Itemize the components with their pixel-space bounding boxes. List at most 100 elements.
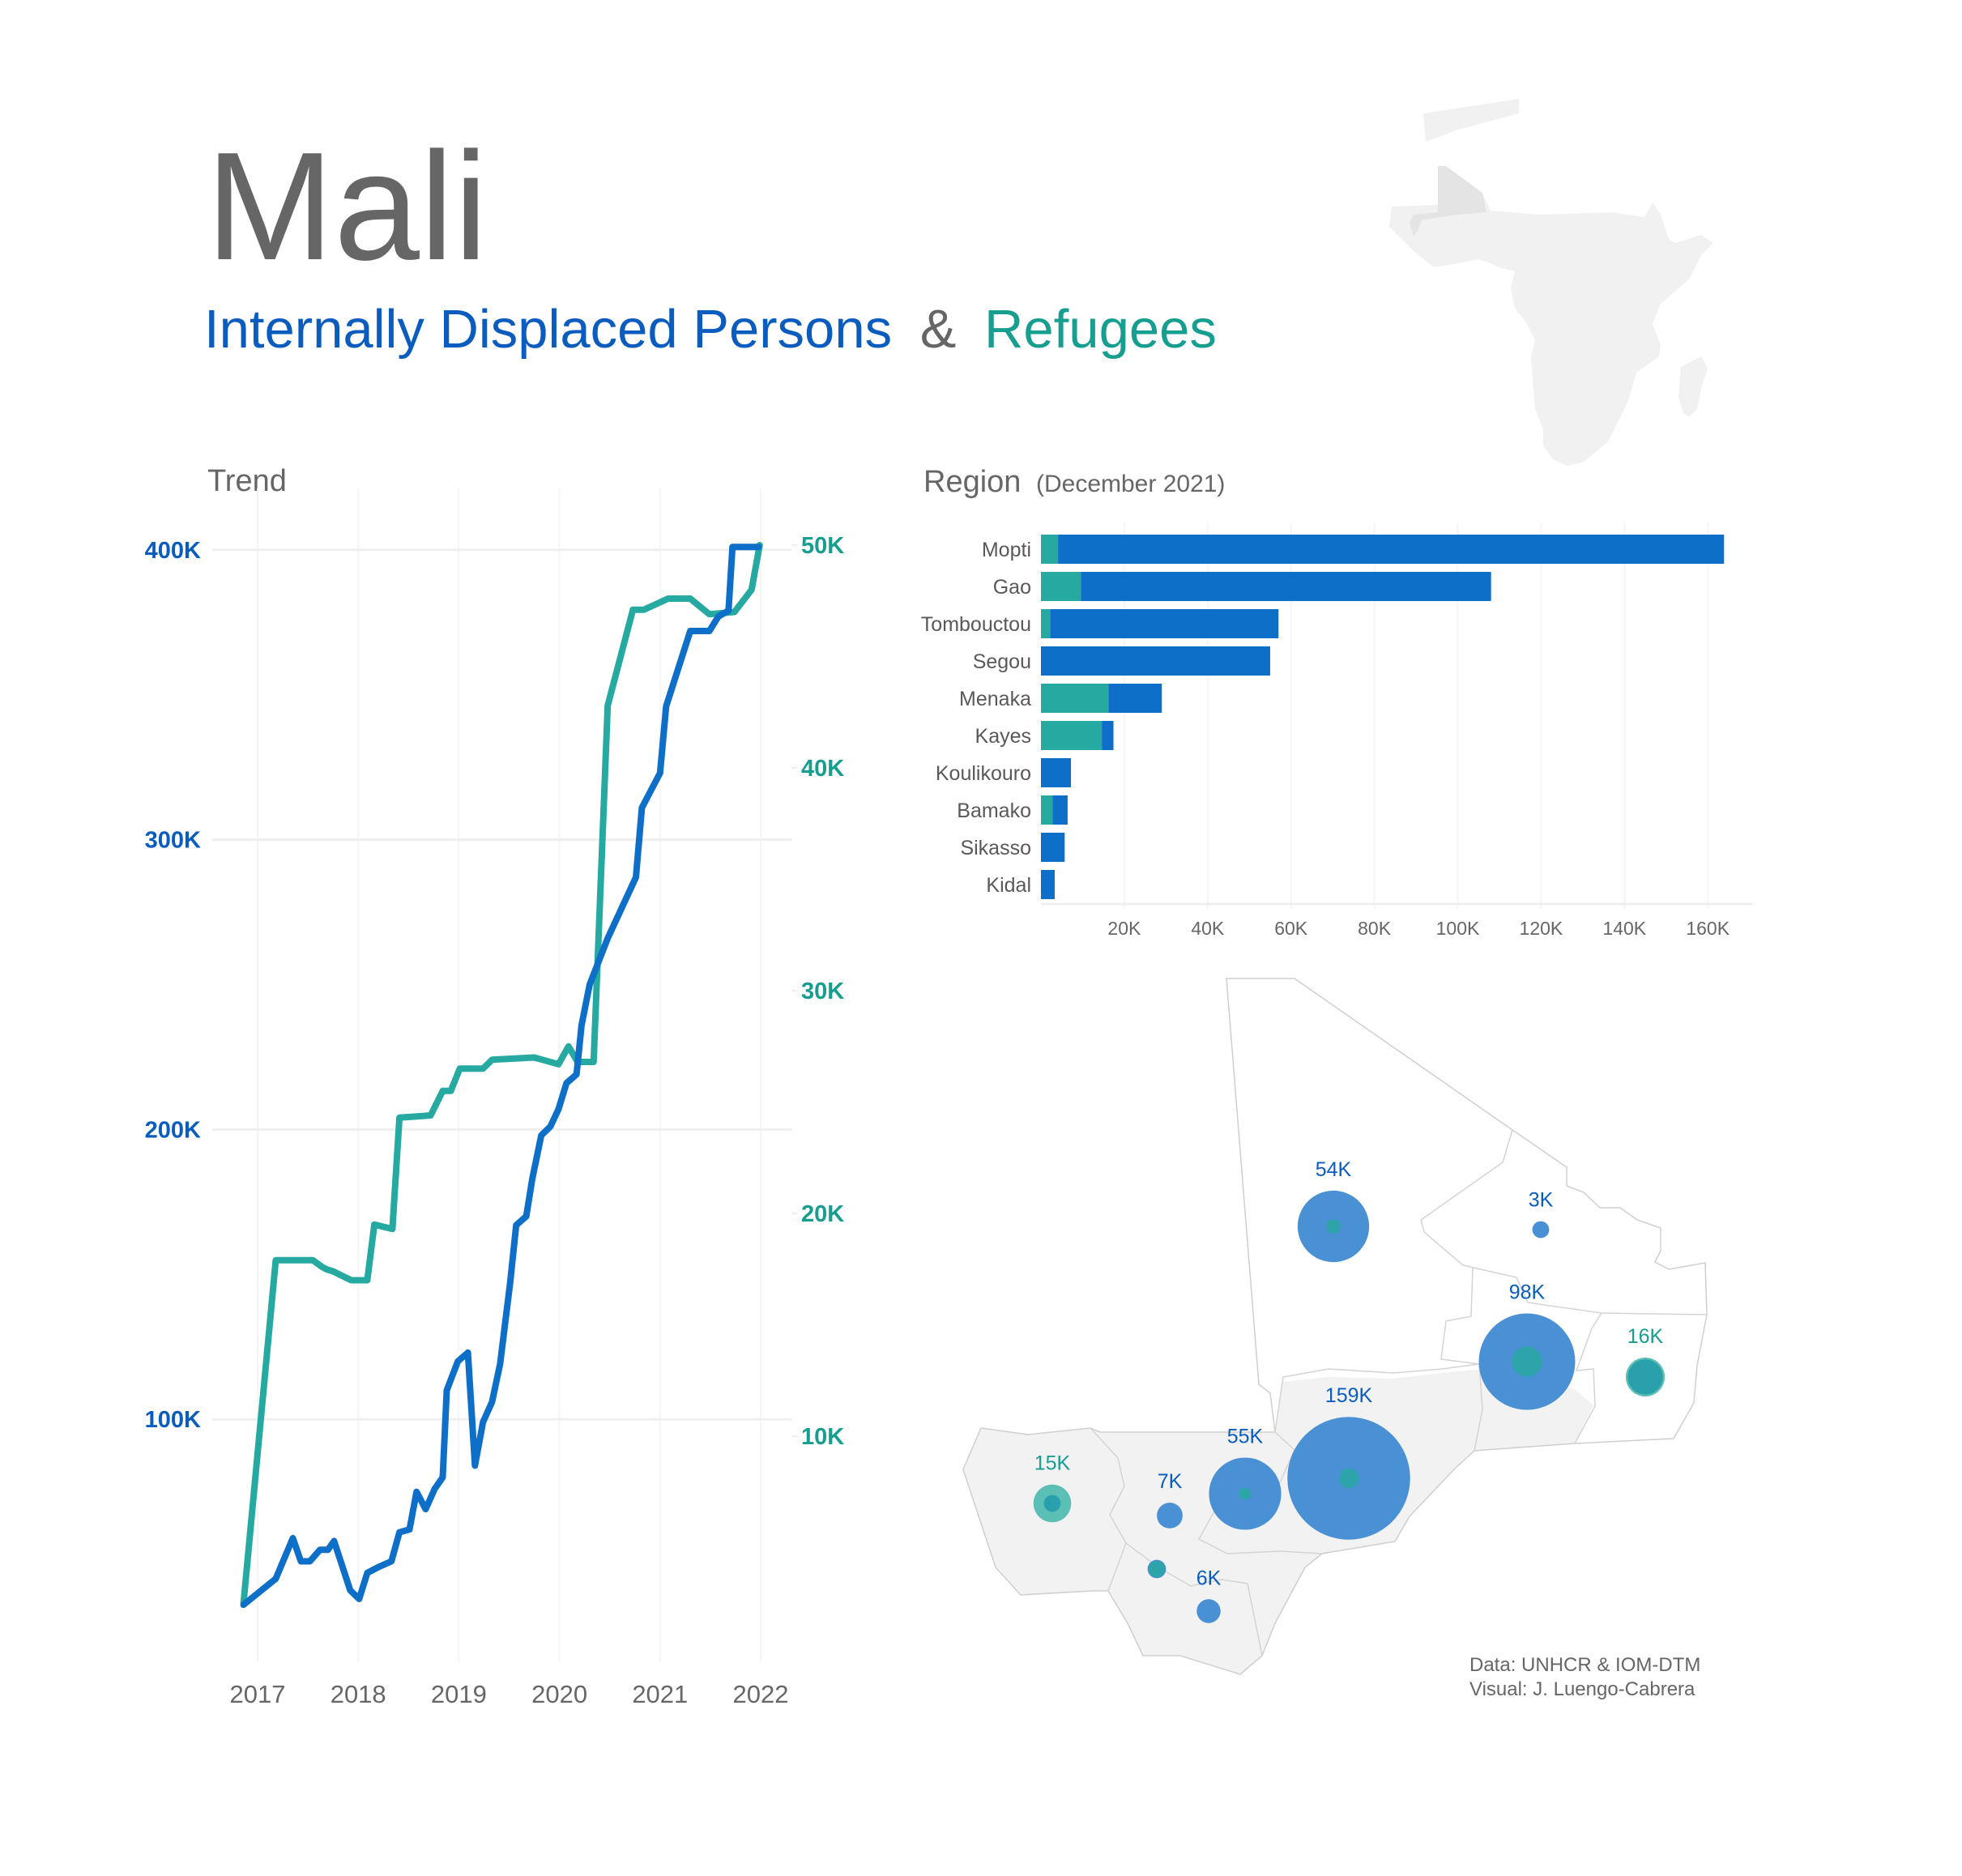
bar-idp <box>1041 646 1270 676</box>
trend-grid <box>212 488 797 1662</box>
region-title-date: (December 2021) <box>1036 471 1225 497</box>
visual-author-credit: Visual: J. Luengo-Cabrera <box>1469 1678 1695 1700</box>
bar-x-tick-label: 120K <box>1520 918 1563 939</box>
bubble-refugees <box>1512 1346 1542 1377</box>
bar-category-label: Kidal <box>986 874 1031 897</box>
africa-silhouette <box>1389 99 1713 466</box>
trend-x-tick-label: 2022 <box>733 1680 789 1708</box>
bar-row-sikasso: Sikasso <box>960 833 1065 862</box>
bar-category-label: Koulikouro <box>936 762 1031 785</box>
bubble-idp <box>1043 1494 1061 1512</box>
bubble-value-label: 7K <box>1158 1470 1183 1493</box>
map-bubble-koulikouro: 7K <box>1157 1470 1183 1529</box>
bar-idp <box>1041 758 1072 787</box>
trend-x-tick-label: 2017 <box>230 1680 286 1708</box>
trend-x-tick-label: 2018 <box>331 1680 386 1708</box>
data-source-credit: Data: UNHCR & IOM-DTM <box>1469 1654 1700 1676</box>
bubble-refugees <box>1148 1560 1166 1578</box>
trend-right-tick-label: 10K <box>801 1424 844 1450</box>
bar-rows: Mopti Gao Tombouctou Segou Menaka Kayes Koulik… <box>921 535 1725 899</box>
map-bubble-kidal: 3K <box>1529 1189 1554 1239</box>
mali-region-map: 54K 3K 98K 16K 159K 55K 15K 7K 6K <box>962 978 1708 1675</box>
bar-refugees <box>1041 535 1059 564</box>
map-bubble-bamako <box>1147 1559 1167 1579</box>
trend-chart: Trend 100K 200K 300K 400K 10K 20K 30K 40K 50K 2… <box>145 464 845 1708</box>
bar-x-tick-label: 40K <box>1191 918 1225 939</box>
bar-category-label: Mopti <box>982 539 1031 561</box>
bubble-refugees <box>1338 1468 1359 1489</box>
bar-row-koulikouro: Koulikouro <box>936 758 1072 787</box>
map-bubble-segou: 55K <box>1209 1425 1282 1530</box>
bar-row-mopti: Mopti <box>982 535 1725 564</box>
bubble-idp <box>1157 1503 1183 1529</box>
mali-outline <box>962 978 1708 1675</box>
bar-row-tombouctou: Tombouctou <box>921 609 1279 638</box>
mali-highlight-on-locator <box>1410 166 1486 237</box>
trend-left-tick-label: 100K <box>145 1407 201 1433</box>
bubble-value-label: 15K <box>1034 1452 1071 1475</box>
map-bubble-mopti: 159K <box>1287 1384 1410 1540</box>
map-bubble-menaka: 16K <box>1625 1325 1666 1397</box>
map-bubble-tombouctou: 54K <box>1297 1158 1370 1263</box>
region-title: Region (December 2021) <box>923 465 1225 499</box>
page-subtitle: Internally Displaced Persons & Refugees <box>204 299 1217 360</box>
bubble-idp <box>1196 1599 1221 1623</box>
bar-idp <box>1041 870 1055 899</box>
bar-row-gao: Gao <box>993 572 1491 601</box>
region-bar-chart: Region (December 2021) Mopti Gao Tomboucto… <box>921 465 1753 939</box>
bubble-value-label: 54K <box>1316 1158 1352 1181</box>
trend-x-tick-label: 2019 <box>431 1680 487 1708</box>
trend-left-axis: 100K 200K 300K 400K <box>145 538 201 1433</box>
bar-category-label: Tombouctou <box>921 613 1031 636</box>
bar-x-axis: 20K 40K 60K 80K 100K 120K 140K 160K <box>1107 918 1730 939</box>
map-bubbles: 54K 3K 98K 16K 159K 55K 15K 7K 6K <box>1033 1158 1666 1623</box>
idp-trend-line <box>240 544 762 1609</box>
trend-lines <box>240 542 763 1609</box>
trend-right-axis: 10K 20K 30K 40K 50K <box>801 533 844 1450</box>
bar-x-tick-label: 60K <box>1274 918 1308 939</box>
map-bubble-kayes: 15K <box>1033 1452 1072 1523</box>
bar-row-menaka: Menaka <box>959 684 1162 713</box>
trend-left-tick-label: 200K <box>145 1117 201 1143</box>
trend-x-tick-label: 2020 <box>531 1680 587 1708</box>
bubble-refugees <box>1239 1488 1251 1499</box>
bar-category-label: Kayes <box>975 725 1031 748</box>
bar-idp <box>1108 684 1162 713</box>
refugee-trend-line <box>240 542 763 1607</box>
bar-x-tick-label: 160K <box>1686 918 1730 939</box>
bar-refugees <box>1041 721 1103 750</box>
bar-x-tick-label: 20K <box>1107 918 1141 939</box>
map-bubble-sikasso: 6K <box>1196 1567 1222 1623</box>
bar-refugees <box>1041 795 1053 825</box>
bubble-idp <box>1627 1359 1663 1395</box>
mali-region-borders <box>1090 1129 1708 1656</box>
subtitle-refugees: Refugees <box>984 299 1217 360</box>
bar-category-label: Bamako <box>957 799 1031 822</box>
bubble-value-label: 3K <box>1529 1189 1554 1212</box>
mali-south-shading <box>963 1369 1593 1674</box>
bubble-value-label: 98K <box>1509 1281 1546 1304</box>
trend-right-tick-label: 30K <box>801 979 844 1004</box>
bar-idp <box>1050 609 1279 638</box>
bubble-refugees <box>1326 1219 1341 1234</box>
bar-x-tick-label: 100K <box>1436 918 1480 939</box>
bar-category-label: Sikasso <box>960 837 1031 859</box>
trend-left-tick-label: 300K <box>145 828 201 854</box>
bar-row-kayes: Kayes <box>975 721 1114 750</box>
subtitle-idp: Internally Displaced Persons <box>204 299 892 360</box>
bar-category-label: Menaka <box>959 688 1031 710</box>
bubble-value-label: 55K <box>1227 1425 1264 1448</box>
subtitle-ampersand: & <box>920 299 957 360</box>
bubble-value-label: 16K <box>1627 1325 1664 1348</box>
bar-refugees <box>1041 572 1081 601</box>
bar-idp <box>1102 721 1114 750</box>
page-title: Mali <box>206 121 488 292</box>
bar-refugees <box>1041 609 1051 638</box>
trend-right-tick-label: 20K <box>801 1201 844 1227</box>
trend-left-tick-label: 400K <box>145 538 201 564</box>
region-title-main: Region <box>923 465 1021 499</box>
trend-title: Trend <box>207 464 287 498</box>
bar-refugees <box>1041 684 1109 713</box>
bar-idp <box>1081 572 1491 601</box>
